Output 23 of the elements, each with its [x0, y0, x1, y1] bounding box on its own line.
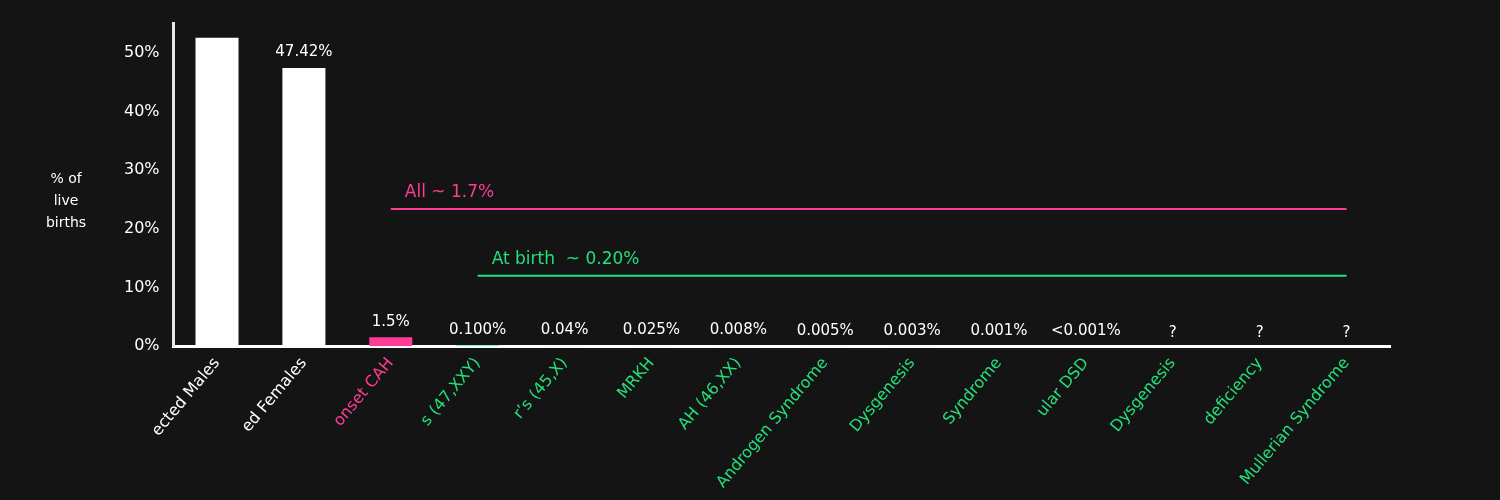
data-label: 0.003% — [883, 320, 941, 339]
text: ? — [1168, 322, 1177, 341]
data-label: 0.025% — [622, 320, 681, 339]
y-tick-label: 30% — [124, 159, 160, 179]
y-tick-label: 20% — [124, 218, 160, 238]
data-label: 0.04% — [540, 320, 589, 339]
y-axis-title: % of live births — [45, 169, 87, 230]
bar — [369, 337, 413, 347]
y-tick-label: 50% — [124, 42, 160, 62]
data-label: 0.005% — [796, 320, 854, 339]
y-tick-label: 10% — [124, 276, 160, 296]
data-label: 0.008% — [709, 320, 767, 339]
y-tick-label: 40% — [124, 100, 160, 120]
data-label: <0.001% — [1051, 320, 1121, 339]
data-label: 0.001% — [970, 320, 1028, 339]
series-label: All ~ 1.7% — [404, 180, 495, 201]
y-tick-label: 0% — [134, 335, 160, 355]
text: ? — [1255, 322, 1264, 341]
series-label: At birth ~ 0.20% — [491, 247, 640, 268]
data-label: 47.42% — [275, 42, 333, 61]
data-label: 0.100% — [449, 319, 507, 338]
data-label: 1.5% — [371, 311, 410, 330]
text: ? — [1342, 322, 1351, 341]
